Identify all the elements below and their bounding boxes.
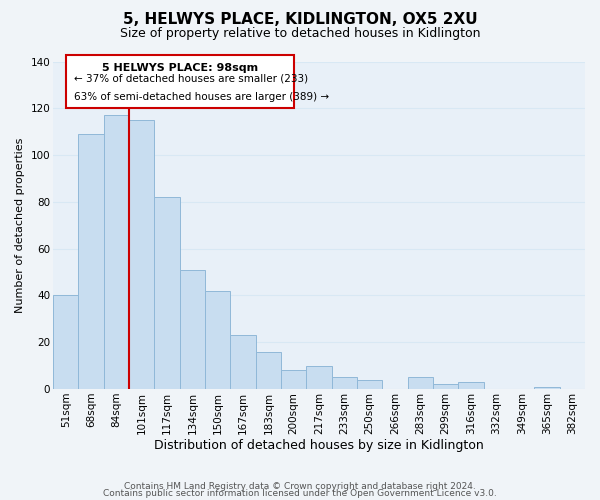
Bar <box>307 366 332 389</box>
Bar <box>407 378 433 389</box>
Bar <box>180 270 205 389</box>
Bar <box>154 197 180 389</box>
Text: 5, HELWYS PLACE, KIDLINGTON, OX5 2XU: 5, HELWYS PLACE, KIDLINGTON, OX5 2XU <box>122 12 478 28</box>
Text: 5 HELWYS PLACE: 98sqm: 5 HELWYS PLACE: 98sqm <box>101 63 258 73</box>
Bar <box>535 386 560 389</box>
Text: Contains HM Land Registry data © Crown copyright and database right 2024.: Contains HM Land Registry data © Crown c… <box>124 482 476 491</box>
Bar <box>256 352 281 389</box>
Bar <box>281 370 307 389</box>
Text: 63% of semi-detached houses are larger (389) →: 63% of semi-detached houses are larger (… <box>74 92 329 102</box>
Text: Size of property relative to detached houses in Kidlington: Size of property relative to detached ho… <box>120 28 480 40</box>
Bar <box>205 291 230 389</box>
Bar <box>230 335 256 389</box>
FancyBboxPatch shape <box>66 55 294 108</box>
Bar <box>104 116 129 389</box>
Text: ← 37% of detached houses are smaller (233): ← 37% of detached houses are smaller (23… <box>74 74 308 84</box>
Bar <box>79 134 104 389</box>
Bar <box>53 296 79 389</box>
Text: Contains public sector information licensed under the Open Government Licence v3: Contains public sector information licen… <box>103 489 497 498</box>
Y-axis label: Number of detached properties: Number of detached properties <box>15 138 25 313</box>
Bar <box>458 382 484 389</box>
Bar <box>433 384 458 389</box>
Bar <box>129 120 154 389</box>
Bar <box>332 378 357 389</box>
Bar <box>357 380 382 389</box>
X-axis label: Distribution of detached houses by size in Kidlington: Distribution of detached houses by size … <box>154 440 484 452</box>
